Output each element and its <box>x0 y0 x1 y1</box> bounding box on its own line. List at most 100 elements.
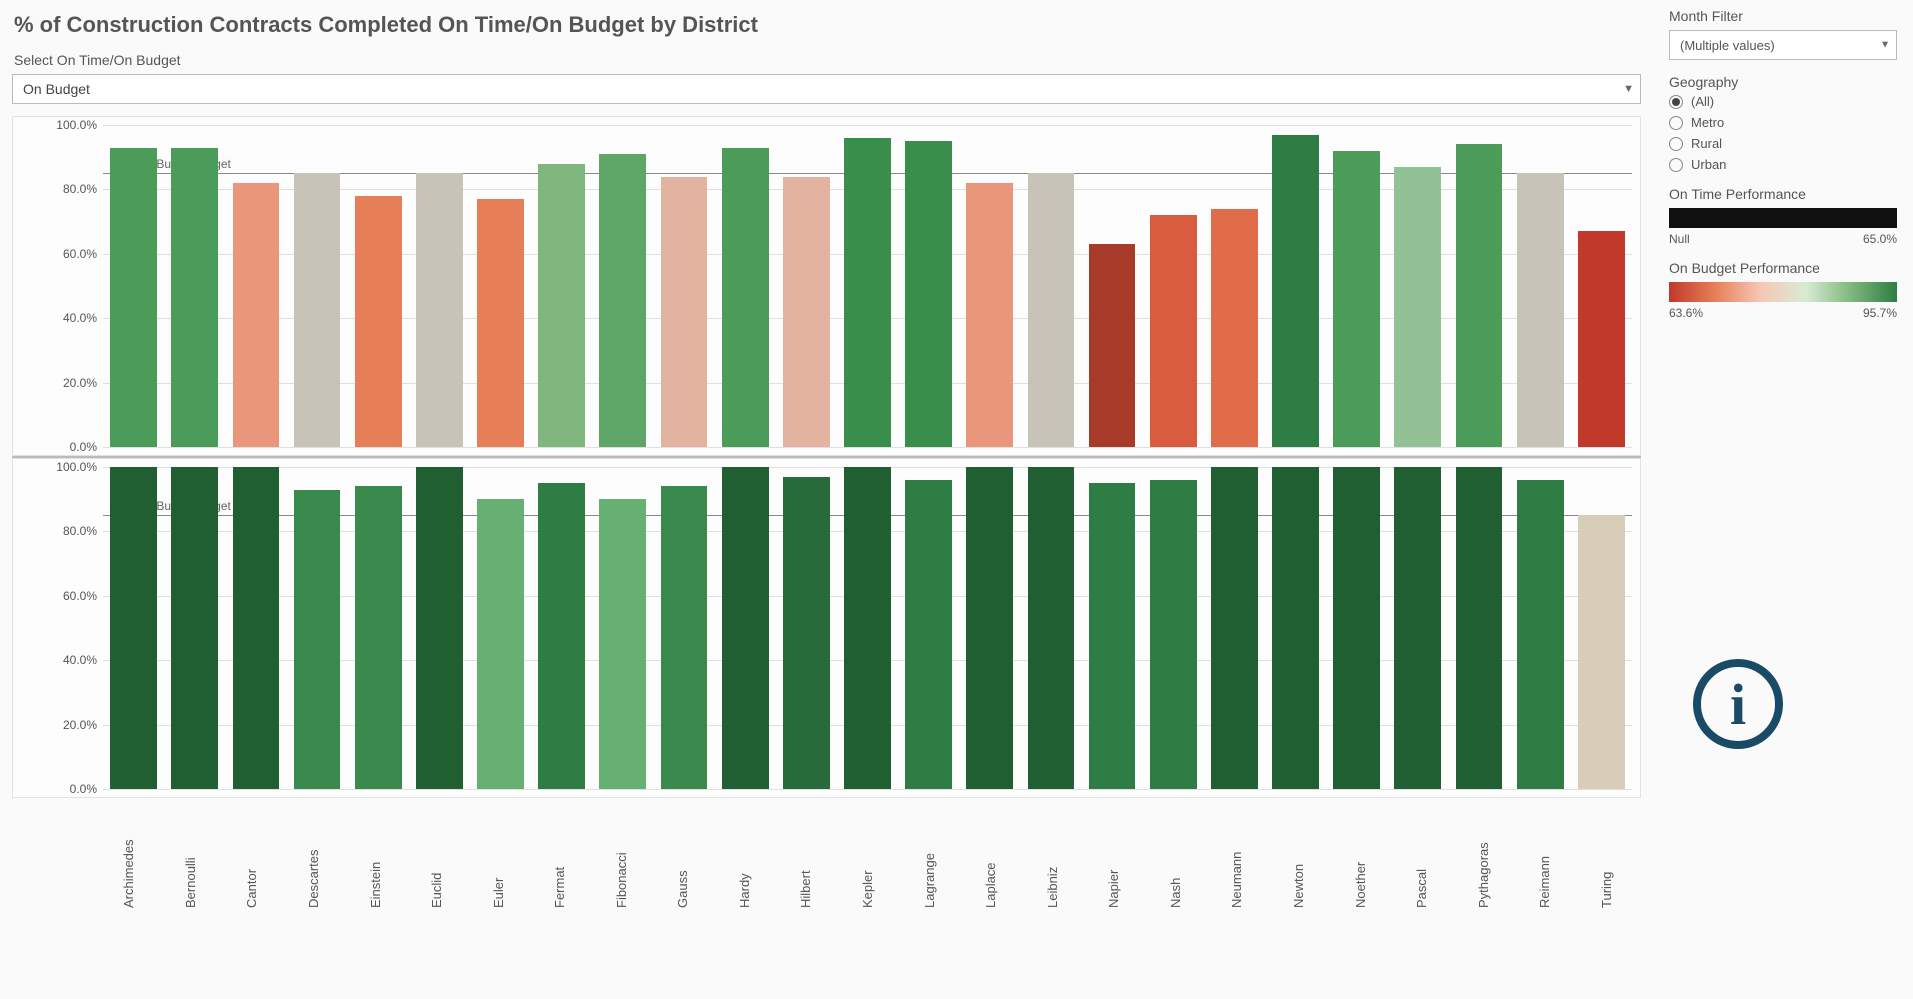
legend-budget-gradient <box>1669 282 1897 302</box>
geography-radio-label: (All) <box>1691 94 1714 109</box>
bar[interactable] <box>661 177 708 447</box>
info-button[interactable]: i <box>1693 659 1783 749</box>
bar[interactable] <box>722 148 769 447</box>
bar[interactable] <box>722 467 769 789</box>
bar[interactable] <box>1211 209 1258 447</box>
month-filter-title: Month Filter <box>1669 8 1897 24</box>
bar-slot <box>1452 467 1505 789</box>
bar[interactable] <box>1333 151 1380 447</box>
bar[interactable] <box>599 154 646 447</box>
bar[interactable] <box>538 164 585 447</box>
bar[interactable] <box>294 490 341 789</box>
y-tick-label: 100.0% <box>37 118 97 132</box>
x-axis-label: Fibonacci <box>595 798 649 908</box>
x-axis-label: Turing <box>1580 798 1634 908</box>
bar[interactable] <box>905 480 952 789</box>
bar[interactable] <box>1517 173 1564 447</box>
bar[interactable] <box>905 141 952 447</box>
geography-radio[interactable]: Rural <box>1669 136 1897 151</box>
bar[interactable] <box>1089 483 1136 789</box>
geography-radio-label: Rural <box>1691 136 1722 151</box>
bar[interactable] <box>355 486 402 789</box>
bar-slot <box>1330 125 1383 447</box>
bar-slot <box>902 125 955 447</box>
bar[interactable] <box>966 467 1013 789</box>
legend-time-band <box>1669 208 1897 228</box>
bar[interactable] <box>661 486 708 789</box>
metric-dropdown-value: On Budget <box>23 81 90 97</box>
bar[interactable] <box>1456 467 1503 789</box>
bar[interactable] <box>1456 144 1503 447</box>
y-tick-label: 20.0% <box>37 718 97 732</box>
bars-container <box>103 125 1632 447</box>
y-tick-label: 40.0% <box>37 653 97 667</box>
bar-slot <box>1147 467 1200 789</box>
bar[interactable] <box>1150 480 1197 789</box>
bar[interactable] <box>783 477 830 789</box>
geography-radio[interactable]: (All) <box>1669 94 1897 109</box>
bar[interactable] <box>1394 167 1441 447</box>
month-filter-dropdown[interactable]: (Multiple values) ▼ <box>1669 30 1897 60</box>
bar[interactable] <box>844 138 891 447</box>
geography-radio[interactable]: Urban <box>1669 157 1897 172</box>
bar[interactable] <box>233 467 280 789</box>
bar[interactable] <box>477 199 524 447</box>
bar-slot <box>352 125 405 447</box>
x-axis-label: Einstein <box>348 798 402 908</box>
y-tick-label: 80.0% <box>37 524 97 538</box>
bar-slot <box>413 467 466 789</box>
bar-slot <box>841 125 894 447</box>
bar[interactable] <box>1272 135 1319 447</box>
chevron-down-icon: ▼ <box>1880 40 1890 51</box>
radio-ring-icon <box>1669 116 1683 130</box>
bar-slot <box>229 125 282 447</box>
x-axis-label: Lagrange <box>902 798 956 908</box>
bar[interactable] <box>1517 480 1564 789</box>
bar[interactable] <box>171 467 218 789</box>
bar[interactable] <box>966 183 1013 447</box>
bar-slot <box>657 467 710 789</box>
bar[interactable] <box>110 148 157 447</box>
x-axis-label: Pythagoras <box>1456 798 1510 908</box>
bar[interactable] <box>1394 467 1441 789</box>
bar[interactable] <box>294 173 341 447</box>
bar-slot <box>963 467 1016 789</box>
bar[interactable] <box>416 173 463 447</box>
bar[interactable] <box>1028 467 1075 789</box>
bar[interactable] <box>538 483 585 789</box>
x-axis-label: Laplace <box>964 798 1018 908</box>
bar[interactable] <box>416 467 463 789</box>
bar-slot <box>290 125 343 447</box>
y-tick-label: 100.0% <box>37 460 97 474</box>
bar-slot <box>596 467 649 789</box>
bar[interactable] <box>355 196 402 447</box>
x-axis-label: Euclid <box>410 798 464 908</box>
geography-radio[interactable]: Metro <box>1669 115 1897 130</box>
bar[interactable] <box>844 467 891 789</box>
bar-slot <box>657 125 710 447</box>
bar[interactable] <box>783 177 830 447</box>
bar[interactable] <box>477 499 524 789</box>
legend-budget-title: On Budget Performance <box>1669 260 1897 276</box>
bar[interactable] <box>1333 467 1380 789</box>
x-axis-label: Bernoulli <box>164 798 218 908</box>
y-tick-label: 60.0% <box>37 247 97 261</box>
bar[interactable] <box>171 148 218 447</box>
bar[interactable] <box>233 183 280 447</box>
bar-slot <box>719 467 772 789</box>
bar[interactable] <box>1028 173 1075 447</box>
bars-container <box>103 467 1632 789</box>
bar[interactable] <box>1089 244 1136 447</box>
bar[interactable] <box>1211 467 1258 789</box>
chart-panel-bottom: WITH CHANGE ORDERS 0.0%20.0%40.0%60.0%80… <box>12 458 1641 798</box>
chart-panel-top: 0.0%20.0%40.0%60.0%80.0%100.0%LBB On Bud… <box>12 116 1641 456</box>
bar[interactable] <box>1150 215 1197 447</box>
x-axis: ArchimedesBernoulliCantorDescartesEinste… <box>12 798 1641 908</box>
bar[interactable] <box>599 499 646 789</box>
bar[interactable] <box>110 467 157 789</box>
bar[interactable] <box>1578 515 1625 789</box>
bar[interactable] <box>1578 231 1625 447</box>
bar-slot <box>1208 467 1261 789</box>
bar[interactable] <box>1272 467 1319 789</box>
metric-dropdown[interactable]: On Budget ▼ <box>12 74 1641 104</box>
